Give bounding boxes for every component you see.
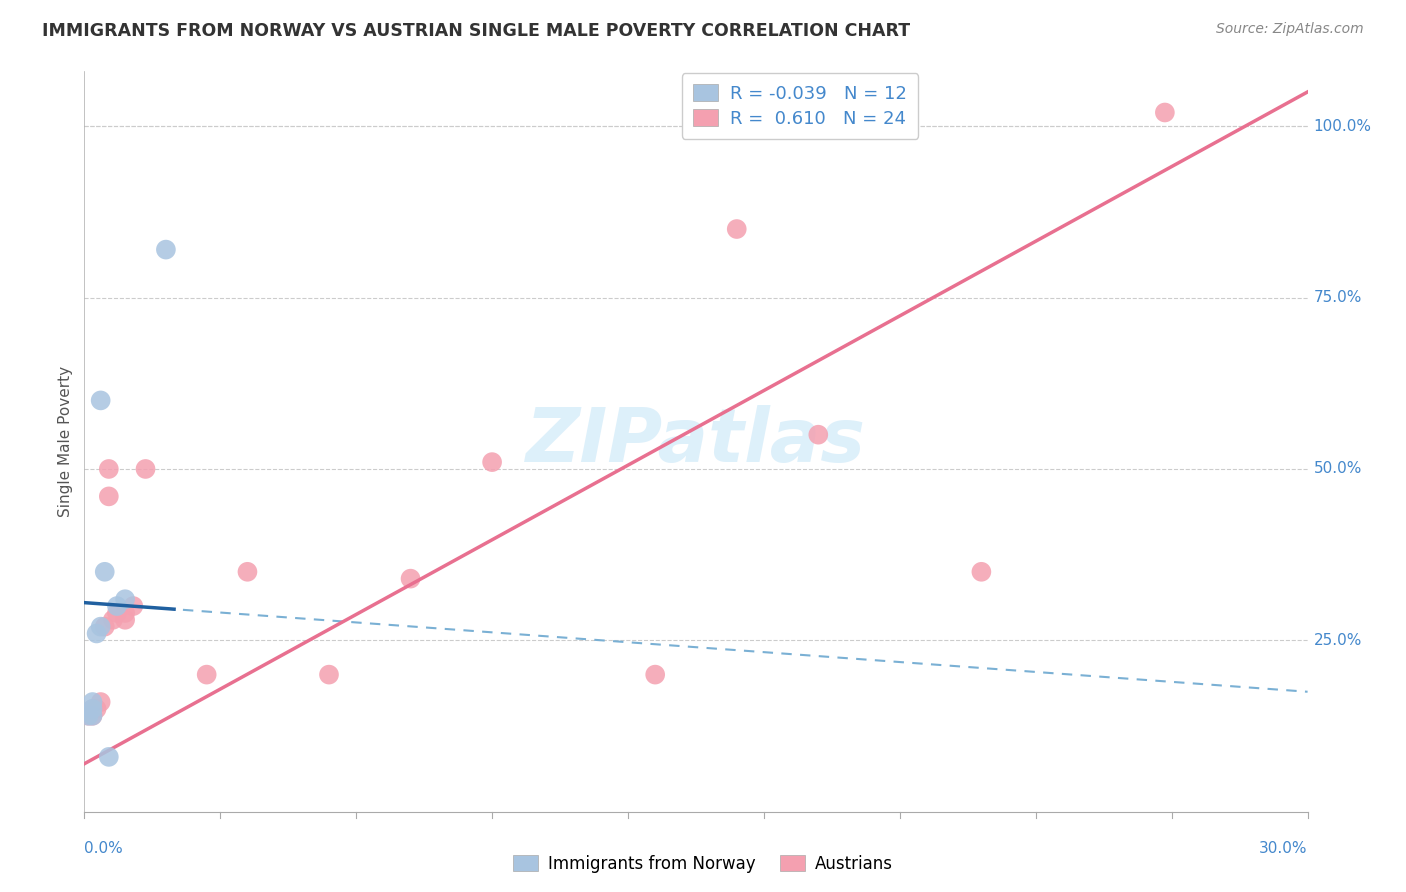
Point bbox=[122, 599, 145, 613]
Point bbox=[105, 606, 128, 620]
Text: 100.0%: 100.0% bbox=[1313, 119, 1372, 134]
Point bbox=[970, 565, 993, 579]
Point bbox=[1154, 105, 1177, 120]
Text: 50.0%: 50.0% bbox=[1313, 461, 1362, 476]
Text: 0.0%: 0.0% bbox=[84, 841, 124, 856]
Point bbox=[90, 695, 112, 709]
Point bbox=[97, 750, 120, 764]
Point bbox=[82, 708, 104, 723]
Point bbox=[93, 565, 115, 579]
Y-axis label: Single Male Poverty: Single Male Poverty bbox=[58, 366, 73, 517]
Point bbox=[236, 565, 259, 579]
Point bbox=[725, 222, 748, 236]
Point bbox=[90, 393, 112, 408]
Point bbox=[114, 592, 136, 607]
Point bbox=[82, 702, 104, 716]
Point bbox=[77, 708, 100, 723]
Text: 30.0%: 30.0% bbox=[1260, 841, 1308, 856]
Point bbox=[97, 462, 120, 476]
Legend: R = -0.039   N = 12, R =  0.610   N = 24: R = -0.039 N = 12, R = 0.610 N = 24 bbox=[682, 73, 918, 138]
Point bbox=[807, 427, 830, 442]
Point bbox=[114, 613, 136, 627]
Point bbox=[318, 667, 340, 681]
Point bbox=[644, 667, 666, 681]
Point bbox=[77, 708, 100, 723]
Text: IMMIGRANTS FROM NORWAY VS AUSTRIAN SINGLE MALE POVERTY CORRELATION CHART: IMMIGRANTS FROM NORWAY VS AUSTRIAN SINGL… bbox=[42, 22, 910, 40]
Point bbox=[155, 243, 177, 257]
Point bbox=[86, 702, 108, 716]
Point bbox=[114, 606, 136, 620]
Point bbox=[481, 455, 503, 469]
Point bbox=[195, 667, 218, 681]
Point bbox=[90, 619, 112, 633]
Point bbox=[82, 708, 104, 723]
Legend: Immigrants from Norway, Austrians: Immigrants from Norway, Austrians bbox=[506, 848, 900, 880]
Text: Source: ZipAtlas.com: Source: ZipAtlas.com bbox=[1216, 22, 1364, 37]
Text: ZIPatlas: ZIPatlas bbox=[526, 405, 866, 478]
Point bbox=[101, 613, 124, 627]
Point bbox=[82, 695, 104, 709]
Point bbox=[86, 626, 108, 640]
Point bbox=[97, 489, 120, 503]
Point bbox=[82, 702, 104, 716]
Point bbox=[399, 572, 422, 586]
Point bbox=[105, 599, 128, 613]
Point bbox=[93, 619, 115, 633]
Text: 75.0%: 75.0% bbox=[1313, 290, 1362, 305]
Text: 25.0%: 25.0% bbox=[1313, 632, 1362, 648]
Point bbox=[135, 462, 157, 476]
